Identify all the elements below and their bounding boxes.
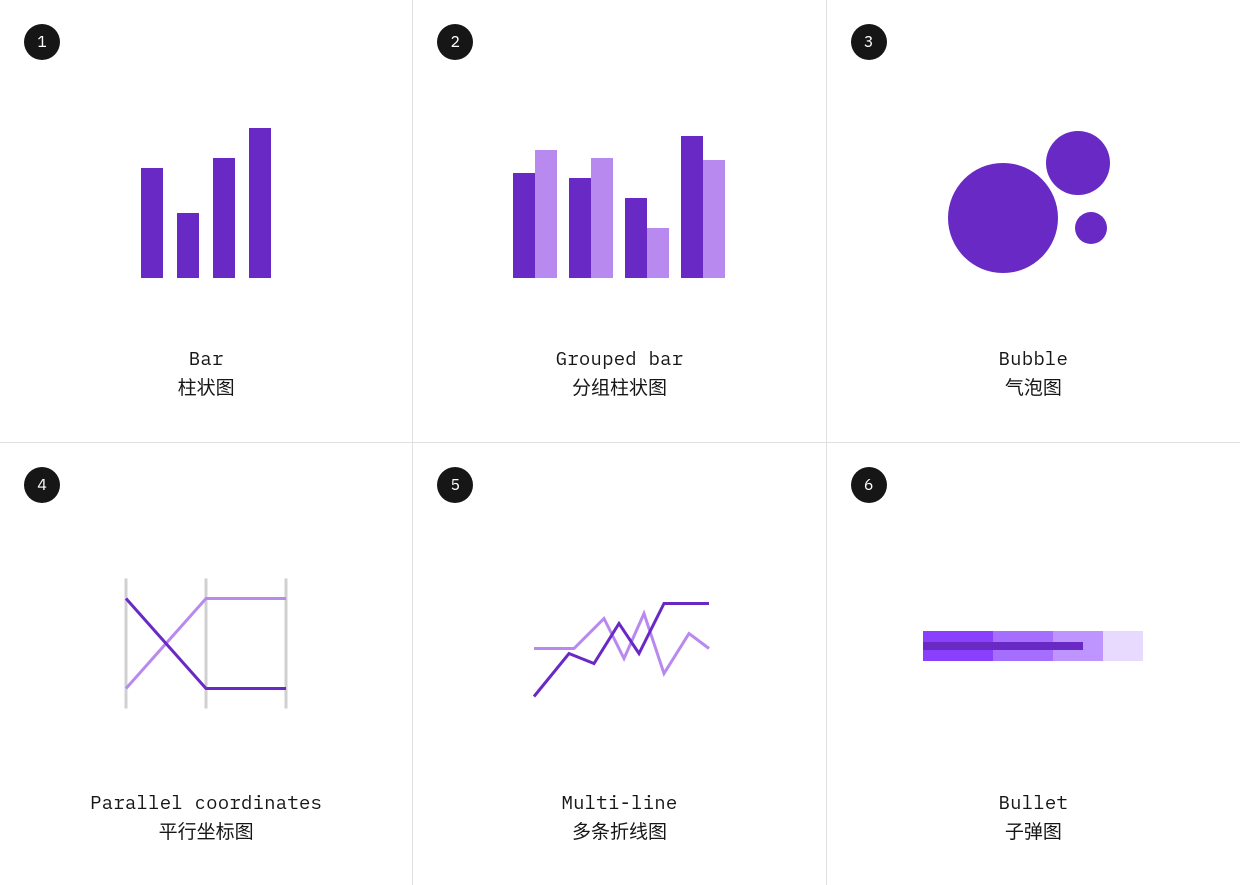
badge-1: 1 <box>24 24 60 60</box>
bar-secondary <box>647 228 669 278</box>
cell-bullet: 6 Bullet 子弹图 <box>827 443 1240 885</box>
badge-5: 5 <box>437 467 473 503</box>
bar-chart-icon <box>141 128 271 278</box>
labels-bar: Bar 柱状图 <box>0 346 412 401</box>
bar-group <box>513 150 557 278</box>
bar-group <box>569 158 613 278</box>
bubble <box>1046 131 1110 195</box>
bullet-measure <box>923 642 1083 650</box>
bar-secondary <box>703 160 725 278</box>
title-en-bar: Bar <box>0 346 412 373</box>
bullet-chart-icon <box>923 616 1143 676</box>
cell-parallel-coordinates: 4 Parallel coordinates 平行坐标图 <box>0 443 413 885</box>
bar-secondary <box>535 150 557 278</box>
bar-secondary <box>591 158 613 278</box>
bubble <box>948 163 1058 273</box>
labels-grouped-bar: Grouped bar 分组柱状图 <box>413 346 825 401</box>
badge-3: 3 <box>851 24 887 60</box>
bar <box>213 158 235 278</box>
title-zh-grouped-bar: 分组柱状图 <box>413 373 825 402</box>
title-en-bullet: Bullet <box>827 790 1240 817</box>
title-en-grouped-bar: Grouped bar <box>413 346 825 373</box>
title-zh-parallel: 平行坐标图 <box>0 817 412 846</box>
bar <box>177 213 199 278</box>
bar-primary <box>513 173 535 278</box>
parallel-coordinates-icon <box>116 569 296 724</box>
cell-grouped-bar: 2 Grouped bar 分组柱状图 <box>413 0 826 443</box>
grouped-bar-chart-icon <box>513 128 725 278</box>
title-en-multiline: Multi-line <box>413 790 825 817</box>
title-zh-bullet: 子弹图 <box>827 817 1240 846</box>
bullet-band <box>1103 631 1143 661</box>
title-en-parallel: Parallel coordinates <box>0 790 412 817</box>
bar-primary <box>625 198 647 278</box>
multi-line-chart-icon <box>524 579 714 714</box>
badge-6: 6 <box>851 467 887 503</box>
labels-parallel: Parallel coordinates 平行坐标图 <box>0 790 412 845</box>
labels-bullet: Bullet 子弹图 <box>827 790 1240 845</box>
labels-multiline: Multi-line 多条折线图 <box>413 790 825 845</box>
cell-multi-line: 5 Multi-line 多条折线图 <box>413 443 826 885</box>
bubble <box>1075 212 1107 244</box>
title-zh-bar: 柱状图 <box>0 373 412 402</box>
title-zh-multiline: 多条折线图 <box>413 817 825 846</box>
bar <box>141 168 163 278</box>
badge-2: 2 <box>437 24 473 60</box>
cell-bar: 1 Bar 柱状图 <box>0 0 413 443</box>
bar-group <box>681 136 725 278</box>
chart-type-grid: 1 Bar 柱状图 2 Grouped bar 分组柱状图 3 Bubble 气… <box>0 0 1240 885</box>
bar-group <box>625 198 669 278</box>
bubble-chart-icon <box>933 118 1133 288</box>
cell-bubble: 3 Bubble 气泡图 <box>827 0 1240 443</box>
bar-primary <box>681 136 703 278</box>
bar-primary <box>569 178 591 278</box>
title-en-bubble: Bubble <box>827 346 1240 373</box>
bar <box>249 128 271 278</box>
title-zh-bubble: 气泡图 <box>827 373 1240 402</box>
labels-bubble: Bubble 气泡图 <box>827 346 1240 401</box>
badge-4: 4 <box>24 467 60 503</box>
